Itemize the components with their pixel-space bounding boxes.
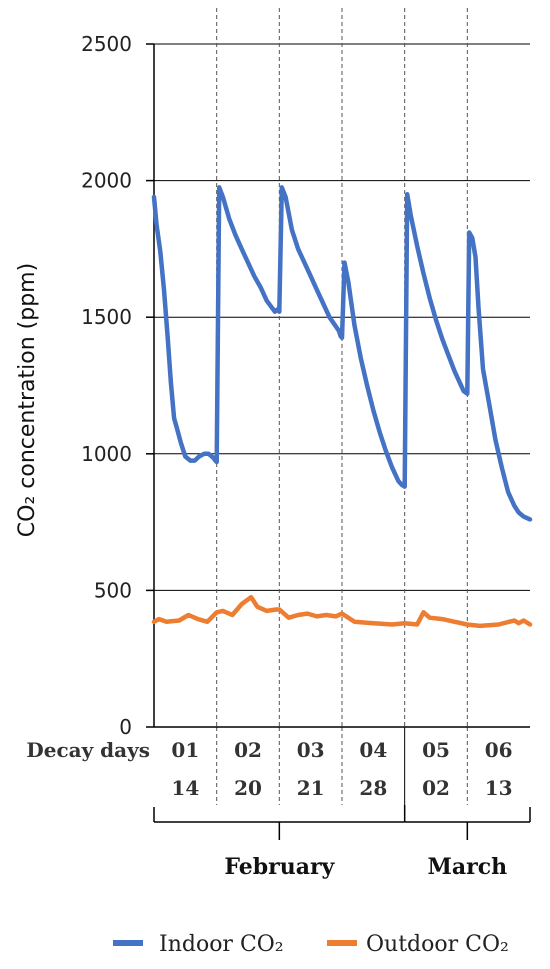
day-dividers [216,8,468,822]
date-label: 02 [422,776,450,800]
date-label: 20 [234,776,262,800]
y-tick-1000: 1000 [81,442,132,466]
date-label: 14 [171,776,199,800]
y-axis-label: CO₂ concentration (ppm) [15,263,40,537]
axes [146,43,530,728]
row-label-decay-days: Decay days [26,738,150,762]
decay-day-label: 04 [359,738,387,762]
month-label: February [224,854,335,880]
outdoor-co2-line [151,594,533,629]
y-tick-1500: 1500 [81,305,132,329]
decay-day-label: 03 [297,738,325,762]
decay-day-label: 01 [171,738,199,762]
legend: Indoor CO₂ Outdoor CO₂ [113,932,509,957]
category-labels: Decay days 01 14 02 20 03 21 04 28 05 02 06 13 [26,738,512,800]
y-tick-0: 0 [119,715,132,739]
indoor-co2-line [151,185,533,522]
date-label: 28 [359,776,387,800]
date-label: 21 [297,776,325,800]
month-label: March [428,854,508,880]
decay-day-label: 06 [485,738,513,762]
series-lines [151,185,533,629]
legend-label: Indoor CO₂ [159,932,284,957]
decay-day-label: 02 [234,738,262,762]
y-tick-500: 500 [94,578,132,602]
y-tick-2500: 2500 [81,32,132,56]
month-brackets: February March [153,807,531,880]
legend-label: Outdoor CO₂ [366,932,509,957]
y-tick-labels: 0 500 1000 1500 2000 2500 [81,32,132,739]
decay-day-label: 05 [422,738,450,762]
date-label: 13 [485,776,513,800]
y-tick-2000: 2000 [81,169,132,193]
